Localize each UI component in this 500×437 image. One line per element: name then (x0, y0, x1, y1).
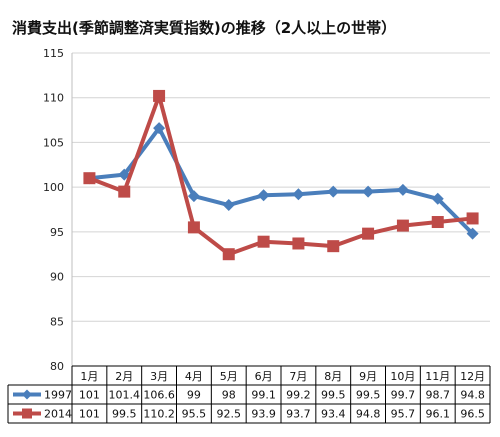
data-label-1997: 99.7 (391, 389, 416, 402)
y-tick-label: 95 (50, 226, 64, 239)
y-tick-label: 105 (43, 136, 64, 149)
x-tick-label: 6月 (255, 370, 273, 383)
x-tick-label: 5月 (220, 370, 238, 383)
y-tick-label: 85 (50, 315, 64, 328)
data-point-1997 (292, 188, 305, 201)
data-label-1997: 101.4 (109, 389, 141, 402)
x-tick-label: 10月 (390, 370, 415, 383)
data-point-1997 (153, 122, 166, 135)
data-point-2014 (222, 248, 235, 261)
legend-key-marker-1997 (22, 389, 32, 400)
data-label-2014: 93.4 (321, 408, 346, 421)
data-label-2014: 101 (79, 408, 100, 421)
data-label-1997: 99.5 (356, 389, 381, 402)
data-label-2014: 93.9 (251, 408, 276, 421)
data-label-2014: 92.5 (217, 408, 242, 421)
data-point-1997 (362, 185, 375, 198)
legend-label-1997: 1997 (44, 389, 72, 402)
data-label-2014: 94.8 (356, 408, 381, 421)
data-point-1997 (257, 189, 270, 202)
data-point-2014 (292, 237, 305, 250)
data-label-1997: 106.6 (143, 389, 175, 402)
series-line-1997 (89, 126, 474, 236)
x-tick-label: 9月 (359, 370, 377, 383)
data-label-1997: 99.5 (321, 389, 346, 402)
data-point-2014 (118, 185, 131, 198)
y-axis: 80 85 90 95 100 105 110 115 (43, 47, 64, 373)
x-tick-label: 4月 (185, 370, 203, 383)
legend-key-marker-2014 (22, 408, 32, 419)
chart-title: 消費支出(季節調整済実質指数)の推移（2人以上の世帯） (12, 19, 396, 37)
y-tick-label: 110 (43, 92, 64, 105)
data-label-1997: 99 (187, 389, 201, 402)
x-tick-label: 1月 (80, 370, 98, 383)
data-point-2014 (396, 219, 409, 232)
data-point-2014 (362, 227, 375, 240)
data-label-1997: 99.2 (286, 389, 311, 402)
grid (71, 52, 490, 367)
data-point-1997 (431, 192, 444, 205)
x-tick-label: 2月 (115, 370, 133, 383)
series-line-2014 (88, 93, 473, 257)
data-label-2014: 95.7 (391, 408, 416, 421)
data-label-2014: 99.5 (112, 408, 137, 421)
data-label-1997: 98 (222, 389, 236, 402)
y-tick-label: 100 (43, 181, 64, 194)
data-label-2014: 110.2 (143, 408, 175, 421)
data-point-1997 (327, 185, 340, 198)
plot-series (83, 89, 479, 261)
data-label-1997: 94.8 (460, 389, 485, 402)
data-label-2014: 96.5 (460, 408, 485, 421)
y-tick-label: 90 (50, 271, 64, 284)
data-label-2014: 93.7 (286, 408, 311, 421)
data-point-1997 (187, 190, 200, 203)
data-point-2014 (327, 240, 340, 253)
data-point-2014 (187, 221, 200, 234)
data-point-2014 (431, 216, 444, 229)
data-label-2014: 96.1 (426, 408, 451, 421)
data-point-1997 (466, 227, 479, 240)
data-point-2014 (153, 89, 166, 102)
x-tick-label: 11月 (425, 370, 450, 383)
x-tick-label: 12月 (460, 370, 485, 383)
data-point-1997 (396, 183, 409, 196)
data-point-2014 (83, 172, 96, 185)
x-tick-label: 7月 (289, 370, 307, 383)
data-label-1997: 99.1 (251, 389, 276, 402)
data-label-1997: 101 (79, 389, 100, 402)
x-tick-label: 3月 (150, 370, 168, 383)
legend-label-2014: 2014 (44, 408, 72, 421)
y-tick-label: 115 (43, 47, 64, 60)
data-point-2014 (257, 235, 270, 248)
data-point-2014 (466, 212, 479, 225)
data-label-1997: 98.7 (426, 389, 451, 402)
x-tick-label: 8月 (324, 370, 342, 383)
y-tick-label: 80 (50, 360, 64, 373)
data-label-2014: 95.5 (182, 408, 207, 421)
data-point-1997 (222, 199, 235, 212)
